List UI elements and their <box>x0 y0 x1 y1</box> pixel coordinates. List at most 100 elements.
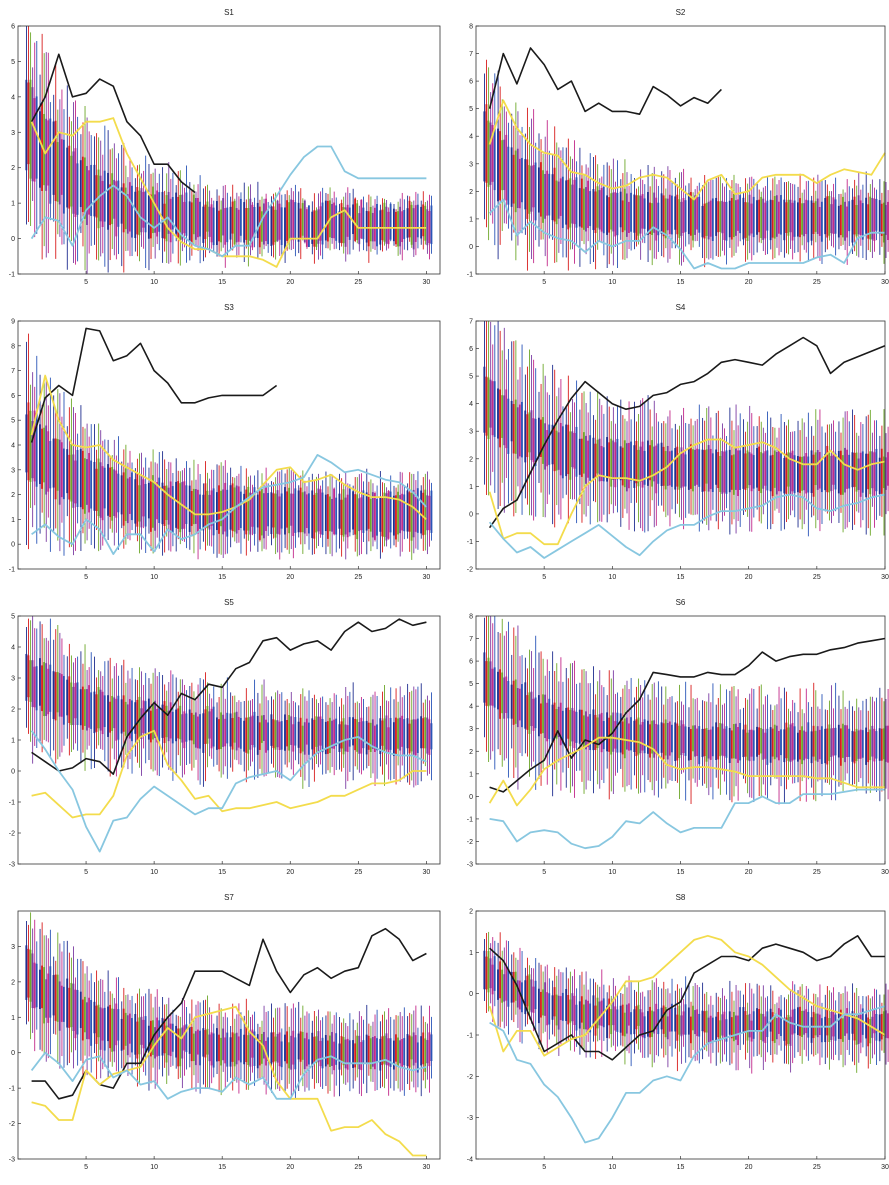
box <box>86 166 88 225</box>
box <box>643 1016 646 1039</box>
box <box>253 1031 256 1066</box>
box <box>33 98 36 182</box>
box <box>885 457 887 490</box>
box <box>216 717 218 750</box>
x-tick-label: 20 <box>286 574 294 581</box>
box <box>136 473 139 527</box>
box <box>643 719 646 754</box>
box <box>301 203 304 236</box>
box <box>216 1028 218 1062</box>
box <box>832 728 835 756</box>
box <box>140 708 143 739</box>
box <box>783 199 786 241</box>
box <box>124 701 127 736</box>
box <box>305 494 308 529</box>
box <box>705 727 708 762</box>
box <box>557 706 560 738</box>
box <box>142 479 145 517</box>
box <box>785 453 788 494</box>
box <box>621 1004 624 1036</box>
plot-frame <box>17 910 441 1160</box>
box <box>764 202 767 239</box>
box <box>814 452 817 486</box>
box <box>292 199 295 241</box>
box <box>758 199 761 233</box>
panel-s5: S5 -3 -2 -1 0 1 2 3 4 5 5 10 15 20 25 30 <box>0 590 444 885</box>
box <box>655 723 658 755</box>
box <box>31 953 34 1009</box>
y-tick-label: -4 <box>467 1157 473 1164</box>
box <box>735 200 737 236</box>
box <box>194 489 197 524</box>
box <box>134 1013 137 1055</box>
box <box>424 717 427 749</box>
box <box>111 466 114 521</box>
chart-title: S5 <box>224 598 234 607</box>
box <box>857 730 860 759</box>
box <box>171 486 174 534</box>
box <box>787 199 790 236</box>
box <box>692 449 694 492</box>
box <box>154 194 156 233</box>
box <box>742 445 745 489</box>
box <box>690 1016 692 1044</box>
box <box>857 1014 860 1045</box>
box <box>709 729 712 760</box>
box <box>742 1007 745 1033</box>
box <box>739 723 742 761</box>
box <box>775 1018 778 1040</box>
box <box>499 961 501 999</box>
box <box>762 453 765 489</box>
box <box>630 192 632 232</box>
box <box>303 200 306 243</box>
box <box>109 1004 112 1049</box>
box <box>175 481 178 528</box>
box <box>88 170 90 215</box>
box <box>276 200 279 241</box>
box <box>748 1013 751 1038</box>
box <box>397 718 399 749</box>
box <box>346 494 349 538</box>
box <box>518 688 521 721</box>
box <box>744 1011 747 1032</box>
box <box>233 200 236 245</box>
box <box>317 488 320 532</box>
box <box>280 1041 283 1068</box>
box <box>534 418 537 466</box>
series-line-yellow <box>30 374 428 521</box>
box <box>801 203 803 235</box>
box <box>528 412 531 453</box>
box <box>424 1038 427 1072</box>
box <box>698 449 701 487</box>
box <box>126 478 129 524</box>
box <box>107 464 109 516</box>
box <box>307 1039 310 1065</box>
box <box>212 207 215 246</box>
box <box>643 450 646 485</box>
box <box>272 1032 275 1063</box>
box <box>68 454 71 500</box>
box <box>35 666 38 711</box>
box <box>294 1037 297 1070</box>
box <box>426 209 429 246</box>
box <box>598 438 601 482</box>
box <box>569 999 572 1023</box>
box <box>299 717 302 754</box>
box <box>596 717 599 749</box>
box <box>732 454 735 495</box>
box <box>692 1005 694 1031</box>
box <box>715 1016 718 1042</box>
box <box>294 717 297 746</box>
box <box>633 194 636 233</box>
box <box>664 198 667 239</box>
box <box>229 1037 232 1067</box>
box <box>773 724 776 760</box>
box-groups <box>483 59 889 271</box>
box <box>376 724 378 751</box>
box <box>684 1004 687 1035</box>
box <box>559 702 562 746</box>
box <box>331 720 333 749</box>
box <box>288 487 291 534</box>
box <box>719 201 722 232</box>
